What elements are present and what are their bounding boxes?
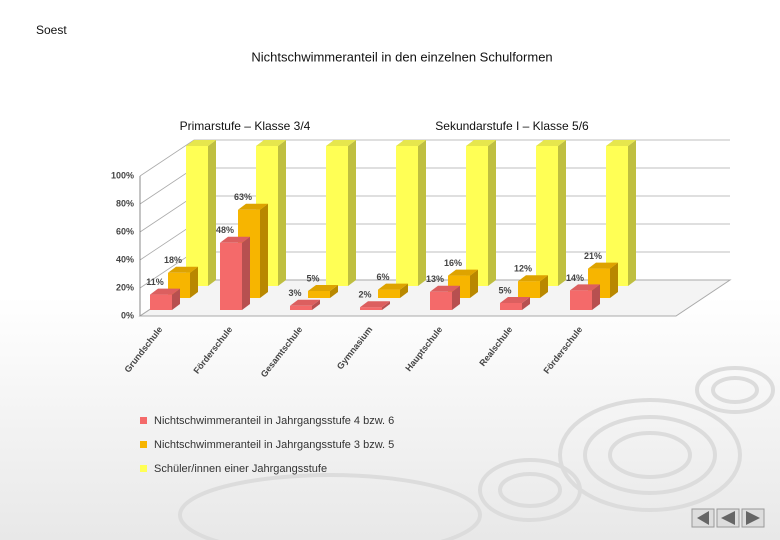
bar: [326, 146, 348, 286]
bar-top: [186, 140, 216, 146]
bar: [186, 146, 208, 286]
legend-swatch: [140, 417, 147, 424]
bar-top: [150, 288, 180, 295]
value-label: 18%: [164, 255, 182, 265]
bar-side: [592, 284, 600, 310]
bar-side: [418, 140, 426, 286]
value-label: 5%: [498, 285, 511, 295]
nav-buttons[interactable]: [691, 508, 765, 528]
group-label: Primarstufe – Klasse 3/4: [180, 119, 311, 133]
legend-label: Nichtschwimmeranteil in Jahrgangsstufe 4…: [154, 415, 394, 427]
bar-side: [260, 203, 268, 298]
bar-top: [500, 297, 530, 303]
ripple-decoration: [178, 366, 775, 540]
bar: [360, 307, 382, 310]
bar-top: [570, 284, 600, 291]
bar-side: [312, 299, 320, 310]
group-label: Sekundarstufe I – Klasse 5/6: [435, 119, 589, 133]
bar-top: [588, 262, 618, 269]
bar: [570, 290, 592, 310]
value-label: 3%: [288, 288, 301, 298]
value-label: 11%: [146, 277, 164, 287]
bar: [378, 289, 400, 298]
bar: [430, 291, 452, 310]
bar-top: [238, 203, 268, 210]
bar-side: [330, 285, 338, 298]
bar-side: [610, 262, 618, 298]
bar-side: [208, 140, 216, 286]
bar-side: [242, 236, 250, 310]
value-label: 5%: [306, 273, 319, 283]
prev-icon: [721, 511, 735, 525]
value-label: 2%: [358, 290, 371, 300]
bar-side: [190, 266, 198, 298]
bar-top: [256, 140, 286, 146]
chart-title: Nichtschwimmeranteil in den einzelnen Sc…: [251, 49, 552, 64]
y-tick-label: 20%: [116, 282, 134, 292]
bar-side: [278, 140, 286, 286]
value-label: 14%: [566, 273, 584, 283]
bar-top: [536, 140, 566, 146]
bar-top: [430, 285, 460, 292]
y-tick-label: 40%: [116, 254, 134, 264]
legend-swatch: [140, 465, 147, 472]
bar: [150, 294, 172, 310]
bar: [466, 146, 488, 286]
bar: [220, 242, 242, 310]
bar-top: [518, 275, 548, 282]
first-icon: [697, 511, 709, 525]
bar-side: [522, 297, 530, 310]
bar-top: [326, 140, 356, 146]
bar-side: [452, 285, 460, 310]
bar-top: [308, 285, 338, 291]
bar: [606, 146, 628, 286]
place-label: Soest: [36, 23, 67, 37]
bar-side: [172, 288, 180, 310]
bar-side: [540, 275, 548, 298]
bar-top: [466, 140, 496, 146]
legend-label: Nichtschwimmeranteil in Jahrgangsstufe 3…: [154, 439, 394, 451]
bar-top: [606, 140, 636, 146]
bar-top: [378, 283, 408, 290]
bar-top: [360, 301, 390, 308]
y-tick-label: 100%: [111, 170, 134, 180]
bar: [536, 146, 558, 286]
value-label: 16%: [444, 258, 462, 268]
value-label: 63%: [234, 192, 252, 202]
y-tick-label: 0%: [121, 310, 134, 320]
value-label: 13%: [426, 274, 444, 284]
bar-top: [448, 269, 478, 276]
bar: [308, 291, 330, 298]
y-tick-label: 60%: [116, 226, 134, 236]
legend-swatch: [140, 441, 147, 448]
value-label: 12%: [514, 264, 532, 274]
value-label: 6%: [376, 272, 389, 282]
bar: [396, 146, 418, 286]
value-label: 48%: [216, 225, 234, 235]
bar-side: [470, 269, 478, 298]
bar-side: [628, 140, 636, 286]
bar: [290, 305, 312, 310]
bar-side: [488, 140, 496, 286]
bar: [500, 303, 522, 310]
bar-side: [382, 301, 390, 310]
bar-side: [558, 140, 566, 286]
value-label: 21%: [584, 251, 602, 261]
bar-top: [220, 236, 250, 243]
bar-side: [400, 283, 408, 298]
bar-top: [290, 299, 320, 306]
next-icon: [746, 511, 760, 525]
y-tick-label: 80%: [116, 198, 134, 208]
bar-top: [396, 140, 426, 146]
legend-label: Schüler/innen einer Jahrgangsstufe: [154, 463, 327, 475]
bar: [518, 281, 540, 298]
bar-side: [348, 140, 356, 286]
bar-top: [168, 266, 198, 273]
